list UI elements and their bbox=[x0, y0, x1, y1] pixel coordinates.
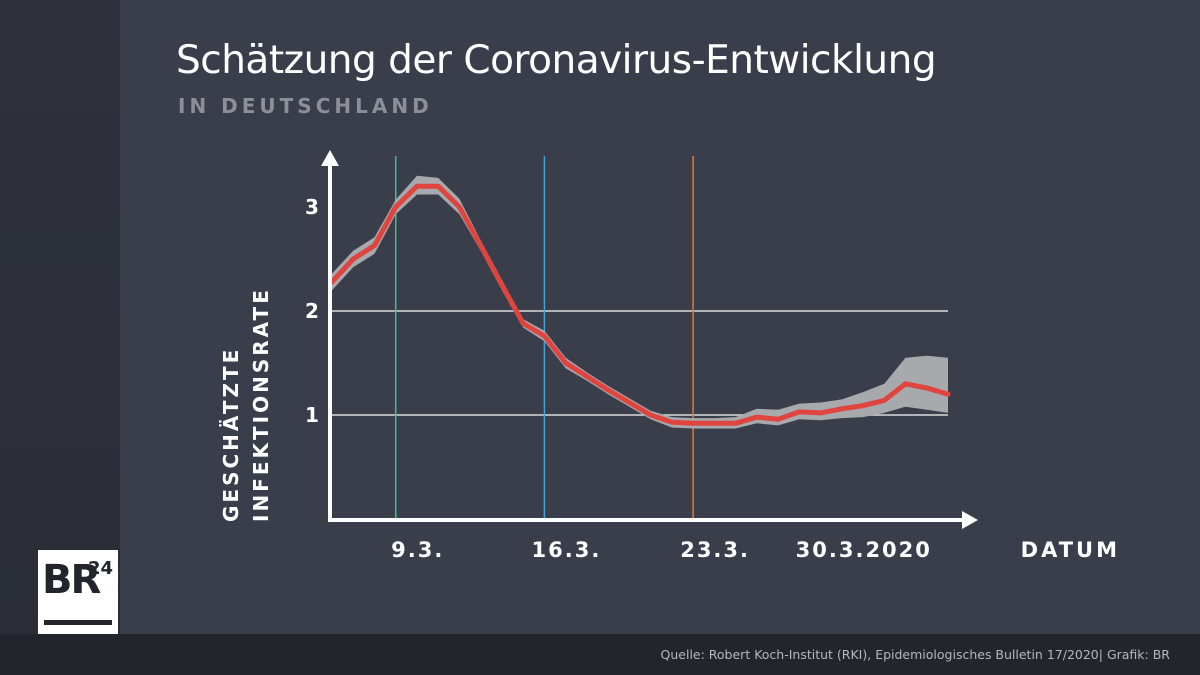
logo-text: BR bbox=[42, 557, 101, 603]
confidence-band bbox=[332, 175, 948, 429]
y-tick-label-3: 3 bbox=[305, 195, 319, 219]
source-credit: Quelle: Robert Koch-Institut (RKI), Epid… bbox=[660, 647, 1170, 662]
chart-subtitle: IN DEUTSCHLAND bbox=[178, 94, 433, 118]
x-tick-label-9: 9.3. bbox=[391, 538, 444, 562]
x-tick-label-16: 16.3. bbox=[532, 538, 602, 562]
x-tick-label-30: 30.3.2020 bbox=[796, 538, 932, 562]
y-tick-label-1: 1 bbox=[305, 403, 319, 427]
series-line bbox=[329, 183, 951, 426]
chart-canvas: 1 2 3 9.3. 16.3. 23.3. 30.3.2020 DATUM bbox=[305, 150, 1120, 562]
footer-bar bbox=[0, 634, 1200, 675]
main-panel bbox=[120, 0, 1200, 634]
y-axis-arrow bbox=[321, 150, 339, 166]
x-axis-arrow bbox=[962, 511, 978, 529]
br24-logo: BR 24 bbox=[38, 550, 118, 634]
logo-bar bbox=[44, 620, 112, 625]
x-tick-label-23: 23.3. bbox=[680, 538, 750, 562]
logo-superscript: 24 bbox=[88, 558, 114, 579]
x-axis-label: DATUM bbox=[1021, 538, 1120, 562]
y-tick-label-2: 2 bbox=[305, 299, 319, 323]
chart-title: Schätzung der Coronavirus-Entwicklung bbox=[176, 38, 937, 83]
